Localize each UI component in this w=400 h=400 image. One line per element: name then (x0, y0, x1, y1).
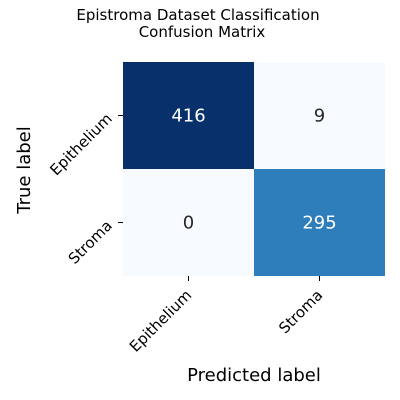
chart-title-line-1: Epistroma Dataset Classification (76, 6, 319, 24)
x-tick-label-0: Epithelium (126, 286, 195, 355)
chart-title-line-2: Confusion Matrix (139, 23, 266, 41)
x-tick-label-1: Stroma (275, 286, 326, 337)
x-axis-label: Predicted label (187, 365, 321, 386)
y-axis-label: True label (14, 126, 35, 215)
heatmap-cell-1-1 (254, 169, 385, 276)
heatmap-cells: 416 9 0 295 (123, 62, 385, 276)
cell-value-label-0-1: 9 (314, 106, 325, 127)
y-tick-label-0: Epithelium (46, 110, 115, 179)
cell-value-label-0-0: 416 (171, 106, 205, 127)
y-tick-label-1: Stroma (65, 217, 116, 268)
heatmap-cell-0-0 (123, 62, 254, 169)
heatmap-cell-0-1 (254, 62, 385, 169)
cell-value-label-1-0: 0 (183, 213, 194, 234)
cell-value-label-1-1: 295 (302, 213, 336, 234)
heatmap-cell-1-0 (123, 169, 254, 276)
